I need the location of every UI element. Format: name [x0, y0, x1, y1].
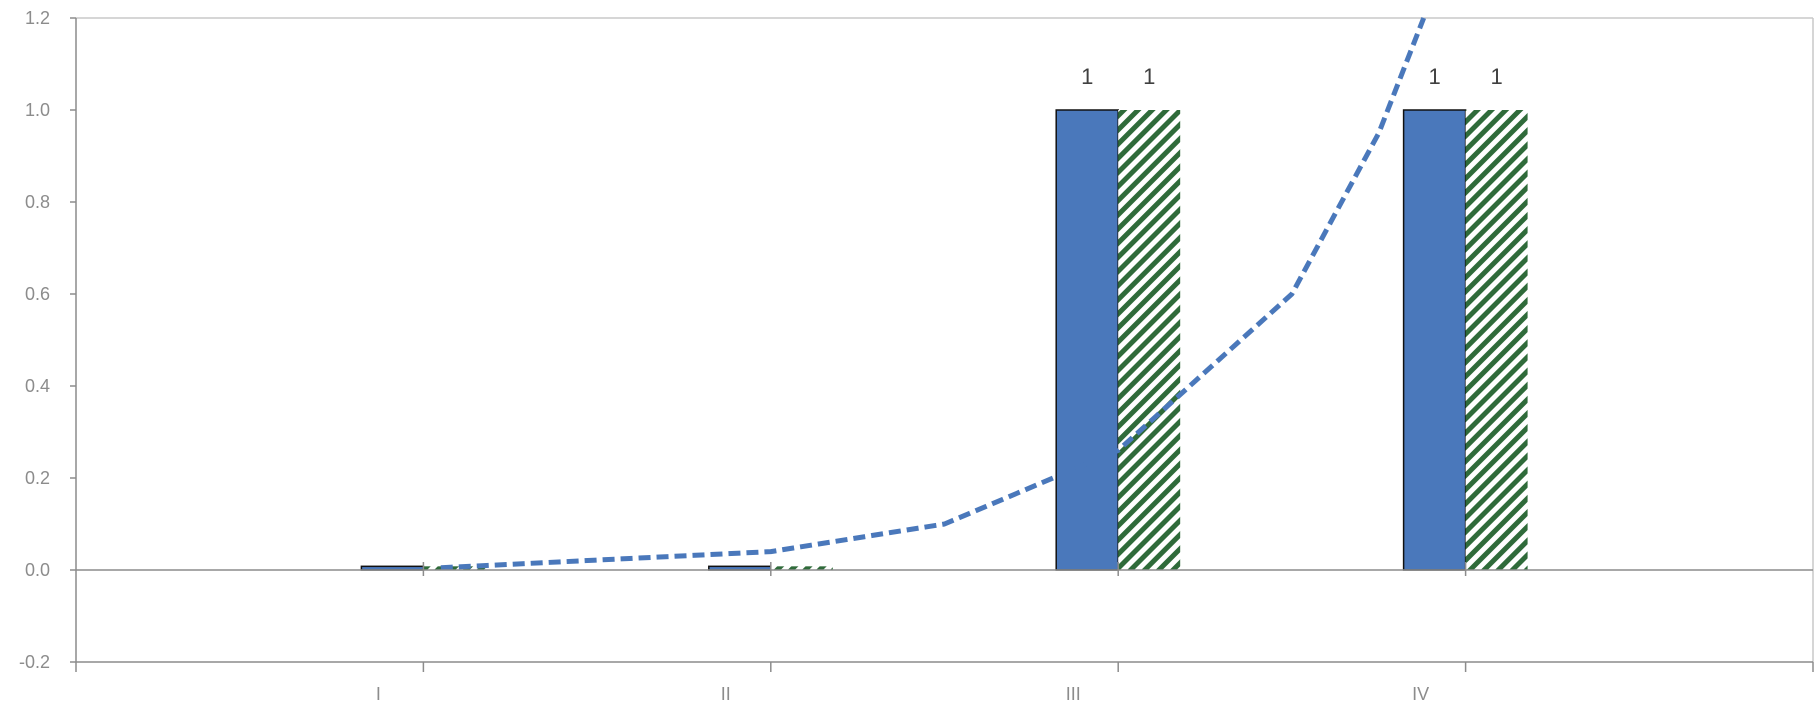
- trendline: [440, 17, 1427, 571]
- data-label-series2-IV: 1: [1490, 64, 1502, 89]
- y-tick-label: 0.6: [25, 284, 50, 304]
- bar-series1-IV: [1402, 109, 1467, 571]
- labels: 1 1 1 11.21.00.80.60.40.20.0-0.2I II III IV: [19, 8, 1503, 704]
- x-tick-label: II: [721, 684, 731, 704]
- bars: [360, 109, 1528, 571]
- bar-series2-II: [770, 566, 833, 570]
- axes: [70, 17, 1814, 672]
- y-tick-label: 0.4: [25, 376, 50, 396]
- y-tick-label: 1.2: [25, 8, 50, 28]
- bar-series2-III: [1118, 110, 1181, 570]
- y-tick-label: 0.8: [25, 192, 50, 212]
- bar-series2-IV: [1465, 110, 1528, 570]
- y-tick-label: 1.0: [25, 100, 50, 120]
- y-tick-label: 0.0: [25, 560, 50, 580]
- y-tick-label: 0.2: [25, 468, 50, 488]
- bar-series2-I: [423, 566, 486, 570]
- data-label-series1-III: 1: [1081, 64, 1093, 89]
- data-label-series1-IV: 1: [1428, 64, 1440, 89]
- x-tick-label: IV: [1412, 684, 1429, 704]
- plot-area: [76, 17, 1814, 662]
- data-label-series2-III: 1: [1143, 64, 1155, 89]
- bar-series1-III: [1055, 109, 1119, 571]
- x-tick-label: III: [1066, 684, 1081, 704]
- x-tick-label: I: [376, 684, 381, 704]
- trendline-path: [440, 17, 1427, 571]
- y-tick-label: -0.2: [19, 652, 50, 672]
